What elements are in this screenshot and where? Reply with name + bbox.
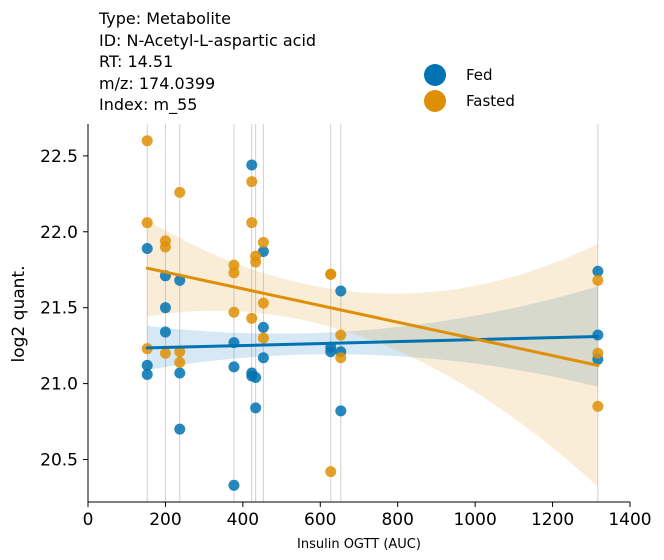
data-point-fed — [246, 370, 258, 382]
data-point-fasted — [228, 267, 240, 279]
metadata-index: Index: m_55 — [99, 95, 198, 114]
data-point-fasted — [174, 186, 186, 198]
metadata-type: Type: Metabolite — [99, 9, 231, 28]
data-point-fasted — [257, 236, 269, 248]
legend-item-fasted: Fasted — [424, 88, 515, 114]
y-tick-label: 22.5 — [40, 147, 78, 167]
regression-line-fed — [145, 335, 600, 350]
axes: 0 200 400 600 800 1000 1200 1400 20.5 21.0 21.5 22.… — [40, 124, 652, 530]
data-point-fasted — [592, 400, 604, 412]
x-tick-label: 1400 — [608, 510, 651, 530]
data-point-fed — [174, 274, 186, 286]
metadata-block: Type: Metabolite ID: N-Acetyl-L-aspartic… — [99, 8, 316, 116]
confidence-band-fasted — [147, 220, 598, 487]
data-point-fasted — [257, 332, 269, 344]
data-point-fasted — [325, 268, 337, 280]
data-point-fasted — [159, 347, 171, 359]
metadata-rt: RT: 14.51 — [99, 52, 174, 71]
data-point-fasted — [246, 312, 258, 324]
data-point-fasted — [592, 347, 604, 359]
y-tick-label: 21.0 — [40, 375, 78, 395]
x-tick-label: 800 — [381, 510, 413, 530]
data-point-fed — [592, 265, 604, 277]
data-point-fed — [141, 359, 153, 371]
metadata-mz: m/z: 174.0399 — [99, 73, 216, 93]
x-tick-label: 200 — [149, 510, 181, 530]
data-point-fed — [159, 302, 171, 314]
data-point-fasted — [228, 306, 240, 318]
data-point-fed — [174, 423, 186, 435]
data-point-fasted — [159, 241, 171, 253]
data-point-fasted — [141, 217, 153, 229]
data-point-fed — [335, 405, 347, 417]
data-point-fed — [141, 368, 153, 380]
x-tick-label: 0 — [83, 510, 94, 530]
chart-legend: Fed Fasted — [424, 62, 515, 114]
data-point-fed — [592, 329, 604, 341]
data-point-fed — [228, 361, 240, 373]
data-point-fasted — [250, 256, 262, 268]
metadata-id: ID: N-Acetyl-L-aspartic acid — [99, 30, 317, 50]
data-point-fed — [228, 479, 240, 491]
data-point-fed — [174, 367, 186, 379]
confidence-bands — [147, 220, 598, 487]
data-point-fasted — [246, 217, 258, 229]
data-point-fed — [325, 346, 337, 358]
data-point-fasted — [228, 259, 240, 271]
legend-label-fasted: Fasted — [466, 92, 515, 110]
data-point-fasted — [335, 352, 347, 364]
legend-marker-fasted — [424, 90, 446, 112]
x-tick-label: 1200 — [531, 510, 574, 530]
x-axis-label: Insulin OGTT (AUC) — [297, 537, 421, 552]
data-point-fasted — [257, 297, 269, 309]
data-point-fed — [141, 242, 153, 254]
data-point-fasted — [174, 356, 186, 368]
confidence-band-fed — [147, 286, 598, 387]
y-tick-label: 21.5 — [40, 299, 78, 319]
legend-label-fed: Fed — [466, 66, 493, 84]
x-tick-label: 600 — [304, 510, 336, 530]
data-point-fed — [257, 321, 269, 333]
data-point-fasted — [141, 135, 153, 147]
data-point-fed — [335, 285, 347, 297]
data-point-fed — [250, 402, 262, 414]
legend-marker-fed — [424, 64, 446, 86]
y-axis-label: log2 quant. — [9, 266, 29, 363]
y-tick-label: 20.5 — [40, 450, 78, 470]
legend-item-fed: Fed — [424, 62, 515, 88]
regression-line-fasted — [145, 266, 600, 367]
data-point-fed — [257, 352, 269, 364]
data-point-fasted — [335, 329, 347, 341]
x-tick-label: 1000 — [454, 510, 497, 530]
data-point-fed — [159, 326, 171, 338]
y-tick-label: 22.0 — [40, 223, 78, 243]
data-point-fasted — [592, 274, 604, 286]
data-point-fasted — [325, 466, 337, 478]
data-point-fasted — [174, 346, 186, 358]
regression-lines — [145, 266, 600, 367]
data-points — [141, 135, 604, 491]
data-point-fed — [246, 159, 258, 171]
x-tick-label: 400 — [227, 510, 259, 530]
data-point-fasted — [246, 176, 258, 188]
